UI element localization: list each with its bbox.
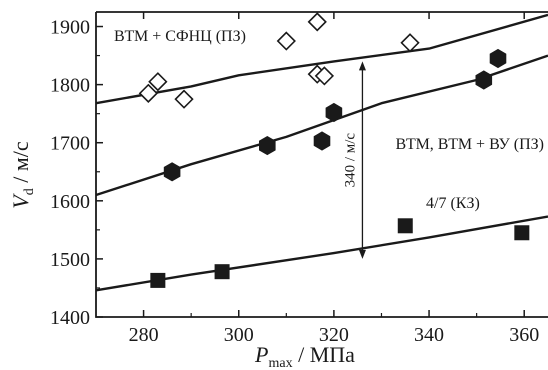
data-point-diamond <box>138 83 158 103</box>
x-axis-title: Pmax / МПа <box>254 342 355 370</box>
data-point-hexagon <box>313 131 331 151</box>
data-point-diamond <box>400 33 420 53</box>
chart-labels: 280 300 320 340 360 1400 1500 1600 1700 1800 1900 В… <box>50 17 544 346</box>
data-point-hexagon <box>259 136 276 156</box>
data-point-diamond <box>307 12 327 32</box>
data-point-square <box>150 272 166 288</box>
x-axis-title-sub: max <box>269 356 293 370</box>
series-label-3: 4/7 (КЗ) <box>426 195 480 212</box>
x-tick-label: 340 <box>414 324 444 346</box>
data-point-square <box>514 225 530 241</box>
fit-line-series-1 <box>95 13 548 105</box>
y-tick-label: 1700 <box>50 133 90 155</box>
data-point-hexagon <box>325 102 343 123</box>
y-tick-label: 1600 <box>50 191 90 213</box>
x-tick-label: 320 <box>319 324 349 346</box>
x-axis-title-main: P <box>254 342 268 367</box>
plot-area <box>95 11 548 318</box>
data-point-diamond <box>174 89 194 109</box>
series-label-2: ВТМ, ВТМ + ВУ (ПЗ) <box>396 136 544 153</box>
data-point-hexagon <box>163 162 181 182</box>
data-point-diamond <box>148 72 168 92</box>
x-tick-label: 360 <box>509 324 539 346</box>
annotation-arrow-head-top <box>358 61 366 71</box>
x-tick-label: 300 <box>224 324 254 346</box>
y-tick-label: 1400 <box>50 307 90 329</box>
y-axis-title-sub: d <box>22 188 37 195</box>
y-axis-title-unit: / м/с <box>8 141 33 188</box>
axis-frame <box>95 12 548 318</box>
y-tick-label: 1500 <box>50 249 90 271</box>
x-tick-label: 280 <box>129 324 159 346</box>
annotation-label: 340 / м/с <box>342 133 358 188</box>
y-axis-title-main: V <box>8 193 33 209</box>
annotation-arrow-head-bottom <box>358 249 366 259</box>
y-axis-title: Vd / м/с <box>8 141 37 209</box>
y-tick-label: 1900 <box>50 17 90 39</box>
y-tick-label: 1800 <box>50 75 90 97</box>
data-point-hexagon <box>489 48 507 69</box>
data-point-hexagon <box>475 70 493 90</box>
data-point-square <box>214 264 230 280</box>
data-point-diamond <box>314 66 335 86</box>
data-point-diamond <box>276 31 296 51</box>
chart-marks <box>95 12 548 292</box>
data-point-square <box>397 218 413 234</box>
x-axis-title-unit: / МПа <box>293 342 356 367</box>
series-label-1: ВТМ + СФНЦ (ПЗ) <box>114 28 246 45</box>
